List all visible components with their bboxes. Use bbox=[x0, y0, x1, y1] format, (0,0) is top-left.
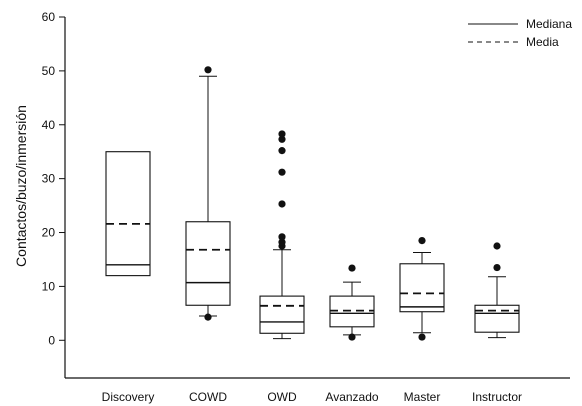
y-tick-label: 0 bbox=[48, 333, 55, 347]
outlier-point bbox=[348, 333, 356, 341]
outlier-point bbox=[493, 242, 501, 250]
outlier-point bbox=[204, 313, 212, 321]
outlier-point bbox=[204, 66, 212, 74]
outlier-point bbox=[418, 333, 426, 341]
box-instructor bbox=[474, 242, 520, 339]
legend-label: Media bbox=[526, 35, 559, 49]
y-axis: 0 10 20 30 40 50 60 bbox=[42, 10, 66, 378]
x-tick-label: OWD bbox=[267, 390, 297, 404]
y-axis-label: Contactos/buzo/inmersión bbox=[13, 105, 29, 267]
boxes bbox=[105, 66, 520, 341]
y-tick-label: 60 bbox=[42, 10, 56, 24]
box-rect bbox=[185, 221, 231, 306]
outlier-point bbox=[278, 130, 286, 138]
y-tick-label: 20 bbox=[42, 226, 56, 240]
outlier-point bbox=[278, 147, 286, 155]
box-discovery bbox=[105, 151, 151, 277]
box-rect bbox=[474, 304, 520, 333]
outlier-point bbox=[418, 237, 426, 245]
box-cowd bbox=[185, 66, 231, 321]
x-tick-label: COWD bbox=[189, 390, 227, 404]
box-rect bbox=[399, 263, 445, 313]
x-tick-label: Instructor bbox=[472, 390, 522, 404]
x-axis: Discovery COWD OWD Avanzado Master Instructor bbox=[65, 377, 570, 404]
x-tick-label: Master bbox=[404, 390, 441, 404]
legend: Mediana Media bbox=[468, 17, 572, 49]
outlier-point bbox=[278, 238, 286, 246]
x-tick-label: Avanzado bbox=[325, 390, 378, 404]
outlier-point bbox=[278, 233, 286, 241]
box-owd bbox=[259, 130, 305, 340]
y-tick-label: 30 bbox=[42, 172, 56, 186]
box-avanzado bbox=[329, 264, 375, 341]
legend-label: Mediana bbox=[526, 17, 572, 31]
outlier-point bbox=[493, 263, 501, 272]
outlier-point bbox=[348, 264, 356, 272]
box-rect bbox=[259, 295, 305, 334]
y-tick-label: 10 bbox=[42, 279, 56, 293]
outlier-point bbox=[278, 168, 286, 176]
outlier-point bbox=[278, 135, 286, 143]
outlier-point bbox=[278, 200, 286, 208]
box-master bbox=[399, 237, 445, 341]
x-tick-label: Discovery bbox=[102, 390, 155, 404]
y-tick-label: 50 bbox=[42, 64, 56, 78]
y-tick-label: 40 bbox=[42, 118, 56, 132]
box-rect bbox=[105, 151, 151, 277]
